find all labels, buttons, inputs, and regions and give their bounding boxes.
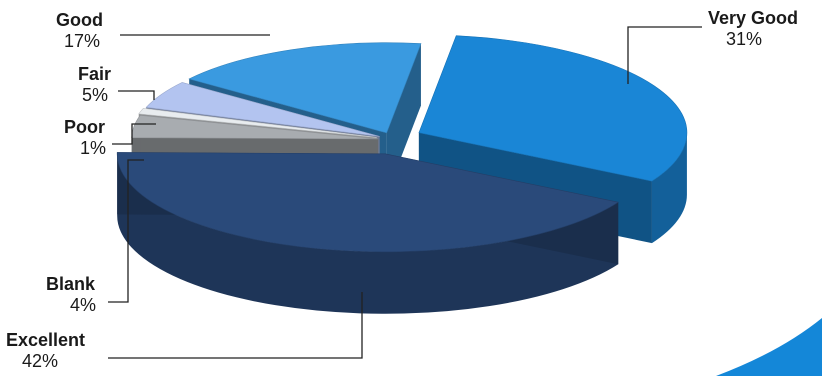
label-very-good: Very Good <box>708 8 798 28</box>
slice-excellent <box>116 152 619 253</box>
slice-side-very-good <box>651 132 687 244</box>
corner-decoration <box>716 318 822 376</box>
leader-line-blank <box>108 159 144 303</box>
leader-line-fair <box>118 90 155 100</box>
leader-line-very-good <box>627 26 702 84</box>
percent-good: 17% <box>64 31 100 51</box>
percent-poor: 1% <box>80 138 106 158</box>
slice-very-good <box>418 35 688 182</box>
slice-poor <box>138 108 377 138</box>
leader-line-excellent <box>108 292 363 359</box>
percent-excellent: 42% <box>22 351 58 371</box>
percent-very-good: 31% <box>726 29 762 49</box>
slice-fair <box>145 82 380 137</box>
leader-line-poor <box>112 123 156 145</box>
percent-blank: 4% <box>70 295 96 315</box>
label-fair: Fair <box>78 64 111 84</box>
label-blank: Blank <box>46 274 96 294</box>
label-excellent: Excellent <box>6 330 85 350</box>
percent-fair: 5% <box>82 85 108 105</box>
slice-side-excellent <box>117 153 619 314</box>
slice-good <box>188 42 422 134</box>
label-good: Good <box>56 10 103 30</box>
label-poor: Poor <box>64 117 105 137</box>
